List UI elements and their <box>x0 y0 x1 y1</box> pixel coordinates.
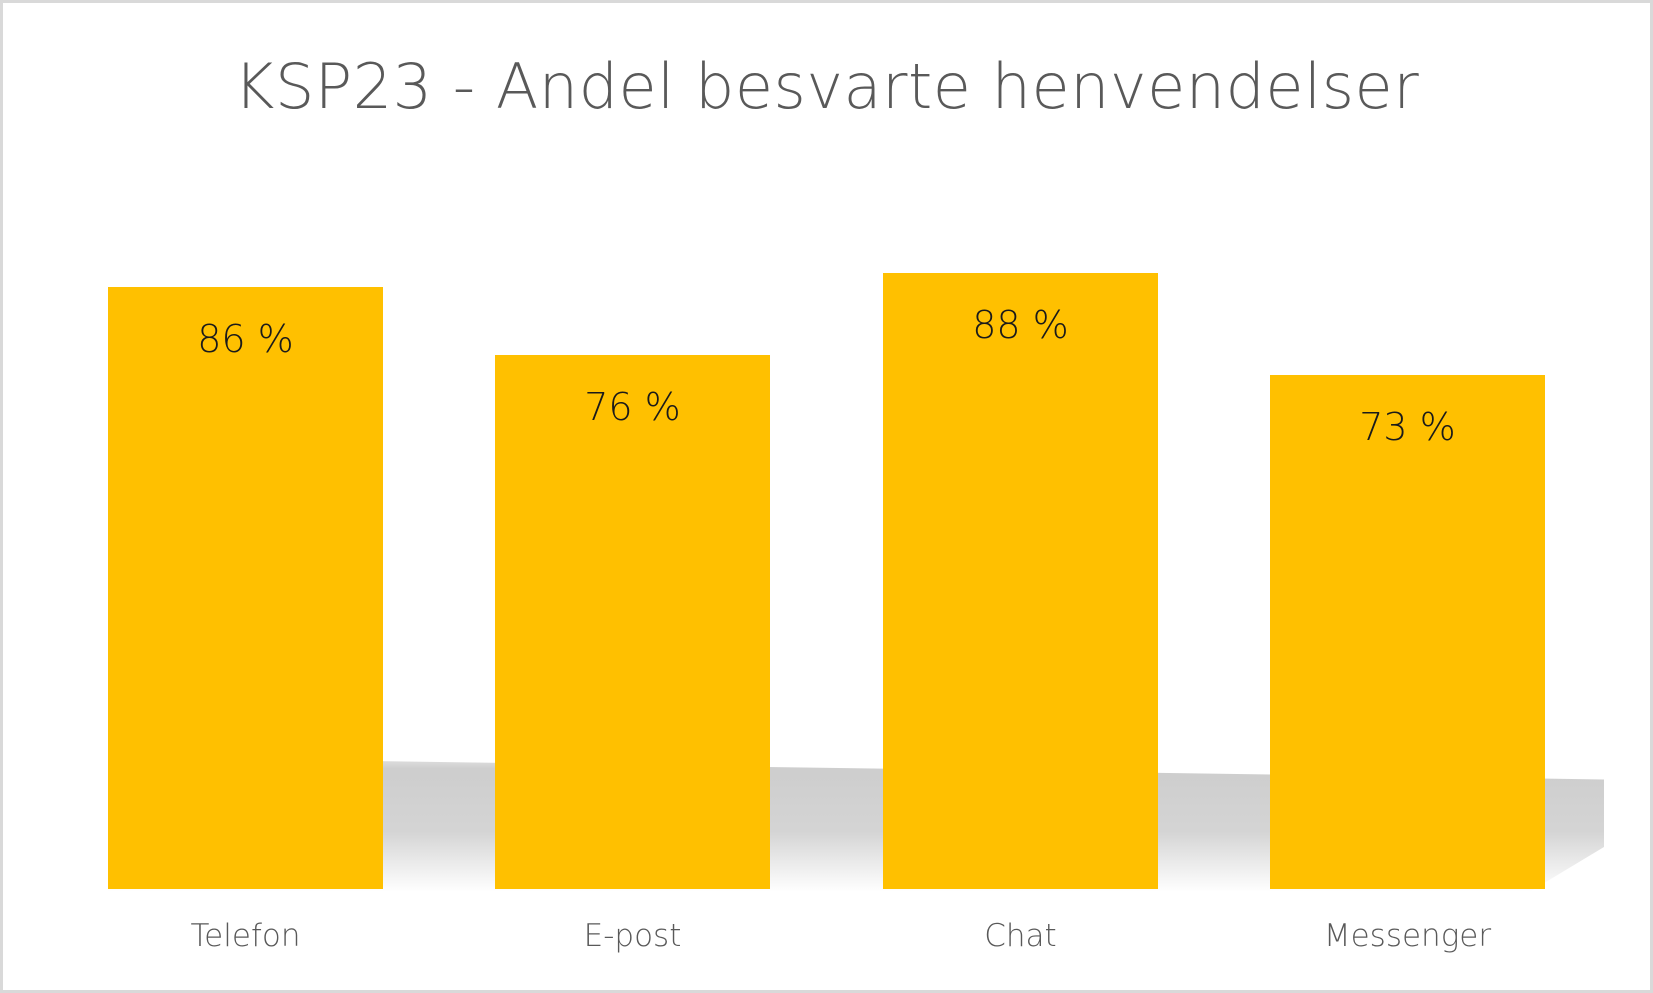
x-tick-label: Chat <box>984 918 1057 954</box>
x-tick-label: E-post <box>583 918 682 954</box>
bar-telefon: 86 % <box>108 286 383 889</box>
data-label: 86 % <box>197 316 294 361</box>
x-tick-label: Messenger <box>1323 918 1492 954</box>
bar-e-post: 76 % <box>495 354 770 889</box>
bar-chat: 88 % <box>883 273 1158 889</box>
data-label: 73 % <box>1359 405 1456 449</box>
x-tick-label: Telefon <box>190 918 301 954</box>
data-label: 76 % <box>584 384 681 429</box>
chart-title: KSP23 - Andel besvarte henvendelser <box>233 50 1420 123</box>
bar-messenger: 73 % <box>1270 375 1545 889</box>
data-label: 88 % <box>972 303 1069 347</box>
